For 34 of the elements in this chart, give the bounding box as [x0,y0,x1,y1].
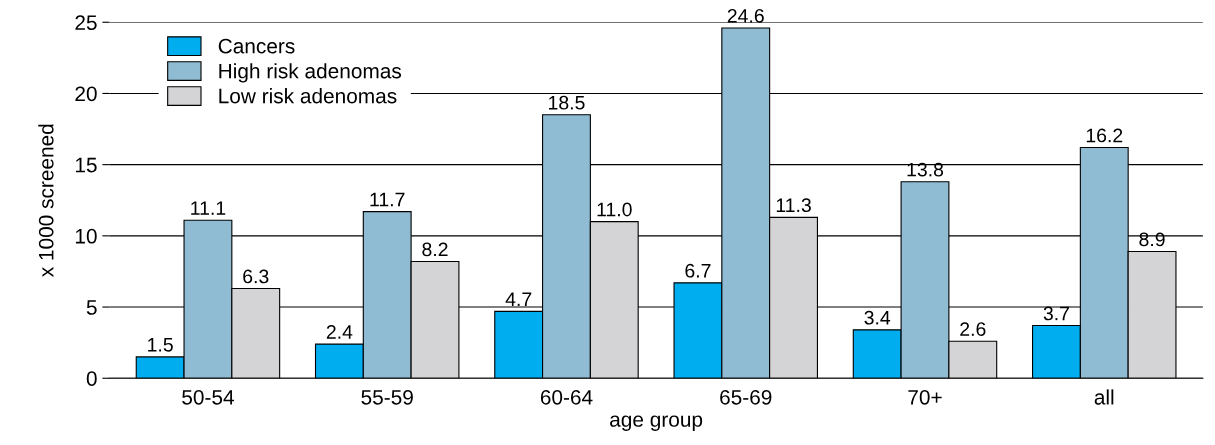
data-label: 3.7 [1043,306,1069,321]
data-label: 4.7 [505,292,532,306]
legend-label: Cancers [218,38,295,54]
x-tick-label: 60-64 [540,389,593,405]
data-label: 18.5 [549,95,585,110]
data-label: 8.9 [1139,232,1165,247]
y-tick-label: 25 [75,15,97,30]
y-tick-label: 20 [75,86,97,102]
data-label: 8.2 [422,242,448,257]
y-tick-label: 10 [75,228,97,244]
data-label: 16.2 [1086,128,1123,143]
data-label: 2.4 [326,325,353,339]
legend-label: Low risk adenomas [219,88,397,104]
data-label: 1.5 [148,338,173,352]
data-label: 6.7 [685,263,711,278]
x-tick-label: 65-69 [720,389,772,405]
y-tick-label: 15 [75,157,97,173]
x-tick-label: 70+ [908,389,942,405]
x-tick-label: all [1094,389,1114,405]
y-axis-title: x 1000 screened [38,124,54,278]
data-label: 11.0 [597,202,632,217]
data-label: 24.6 [727,8,764,23]
data-label: 11.3 [776,198,811,213]
y-tick-label: 0 [86,371,97,386]
x-tick-label: 50-54 [182,389,234,405]
data-label: 11.1 [191,201,226,215]
data-label: 6.3 [243,269,269,284]
y-tick-label: 5 [86,300,97,315]
x-axis-title: age group [610,415,703,431]
legend-label: High risk adenomas [219,63,402,83]
data-label: 11.7 [370,192,405,207]
data-label: 3.4 [864,310,891,325]
data-label: 2.6 [960,322,986,336]
x-tick-label: 55-59 [361,389,413,405]
